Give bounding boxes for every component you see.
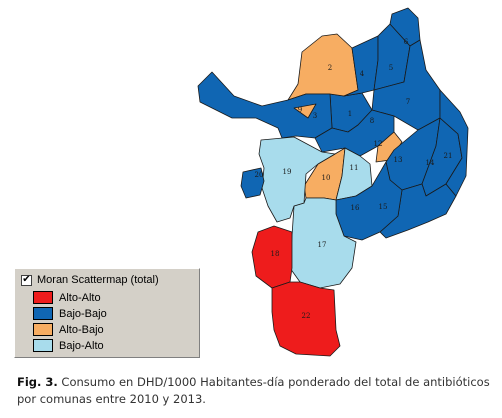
- legend-swatch-alto-bajo: [33, 323, 53, 336]
- figure-caption-text: Consumo en DHD/1000 Habitantes-día ponde…: [17, 375, 490, 406]
- comuna-13-label: 13: [394, 156, 403, 164]
- legend-item-alto-alto: Alto-Alto: [33, 291, 101, 304]
- figure-caption: Fig. 3. Consumo en DHD/1000 Habitantes-d…: [17, 374, 497, 408]
- legend-layer-checkbox[interactable]: ✔: [21, 274, 32, 286]
- legend-label-bajo-bajo: Bajo-Bajo: [59, 307, 107, 320]
- legend-label-alto-bajo: Alto-Bajo: [59, 323, 104, 336]
- comuna-16-region: [335, 161, 403, 241]
- comuna-15-label: 15: [379, 203, 388, 211]
- comuna-19-region: [258, 136, 336, 223]
- comuna-11-label: 11: [350, 164, 359, 172]
- comuna-17-label: 17: [318, 241, 327, 249]
- comuna-21-region: [439, 89, 469, 197]
- legend-title: Moran Scattermap (total): [37, 274, 159, 286]
- comuna-3-label: 3: [313, 112, 317, 120]
- comuna-9-region: [293, 103, 317, 119]
- legend-item-alto-bajo: Alto-Bajo: [33, 323, 104, 336]
- comuna-22-region: [271, 281, 341, 357]
- comuna-2-region: [287, 33, 359, 101]
- comuna-20-region: [240, 167, 265, 199]
- legend-item-bajo-bajo: Bajo-Bajo: [33, 307, 107, 320]
- comuna-20-label: 20: [255, 171, 264, 179]
- legend-swatch-bajo-alto: [33, 339, 53, 352]
- comuna-15-region: [379, 183, 457, 239]
- comuna-8-label: 8: [370, 117, 374, 125]
- figure-caption-label: Fig. 3.: [17, 375, 58, 389]
- comuna-22-label: 22: [302, 312, 311, 320]
- comuna-9-label: 9: [298, 106, 302, 114]
- legend-label-bajo-alto: Bajo-Alto: [59, 339, 104, 352]
- legend-item-bajo-alto: Bajo-Alto: [33, 339, 104, 352]
- comuna-14-label: 14: [426, 159, 435, 167]
- legend-header: ✔ Moran Scattermap (total): [21, 274, 159, 286]
- comuna-12-label: 12: [374, 140, 383, 148]
- comuna-5-label: 5: [389, 64, 393, 72]
- comuna-6-label: 6: [404, 38, 409, 46]
- comuna-4-label: 4: [360, 70, 365, 78]
- map-legend: ✔ Moran Scattermap (total) Alto-Alto Baj…: [14, 268, 200, 358]
- comuna-2-label: 2: [328, 64, 332, 72]
- comuna-19-label: 19: [283, 168, 292, 176]
- comuna-1-label: 1: [348, 110, 352, 118]
- comuna-10-label: 10: [322, 174, 331, 182]
- legend-swatch-alto-alto: [33, 291, 53, 304]
- legend-label-alto-alto: Alto-Alto: [59, 291, 101, 304]
- legend-swatch-bajo-bajo: [33, 307, 53, 320]
- comuna-7-label: 7: [406, 98, 410, 106]
- comuna-21-label: 21: [444, 152, 453, 160]
- comuna-16-label: 16: [351, 204, 360, 212]
- comuna-18-label: 18: [271, 250, 280, 258]
